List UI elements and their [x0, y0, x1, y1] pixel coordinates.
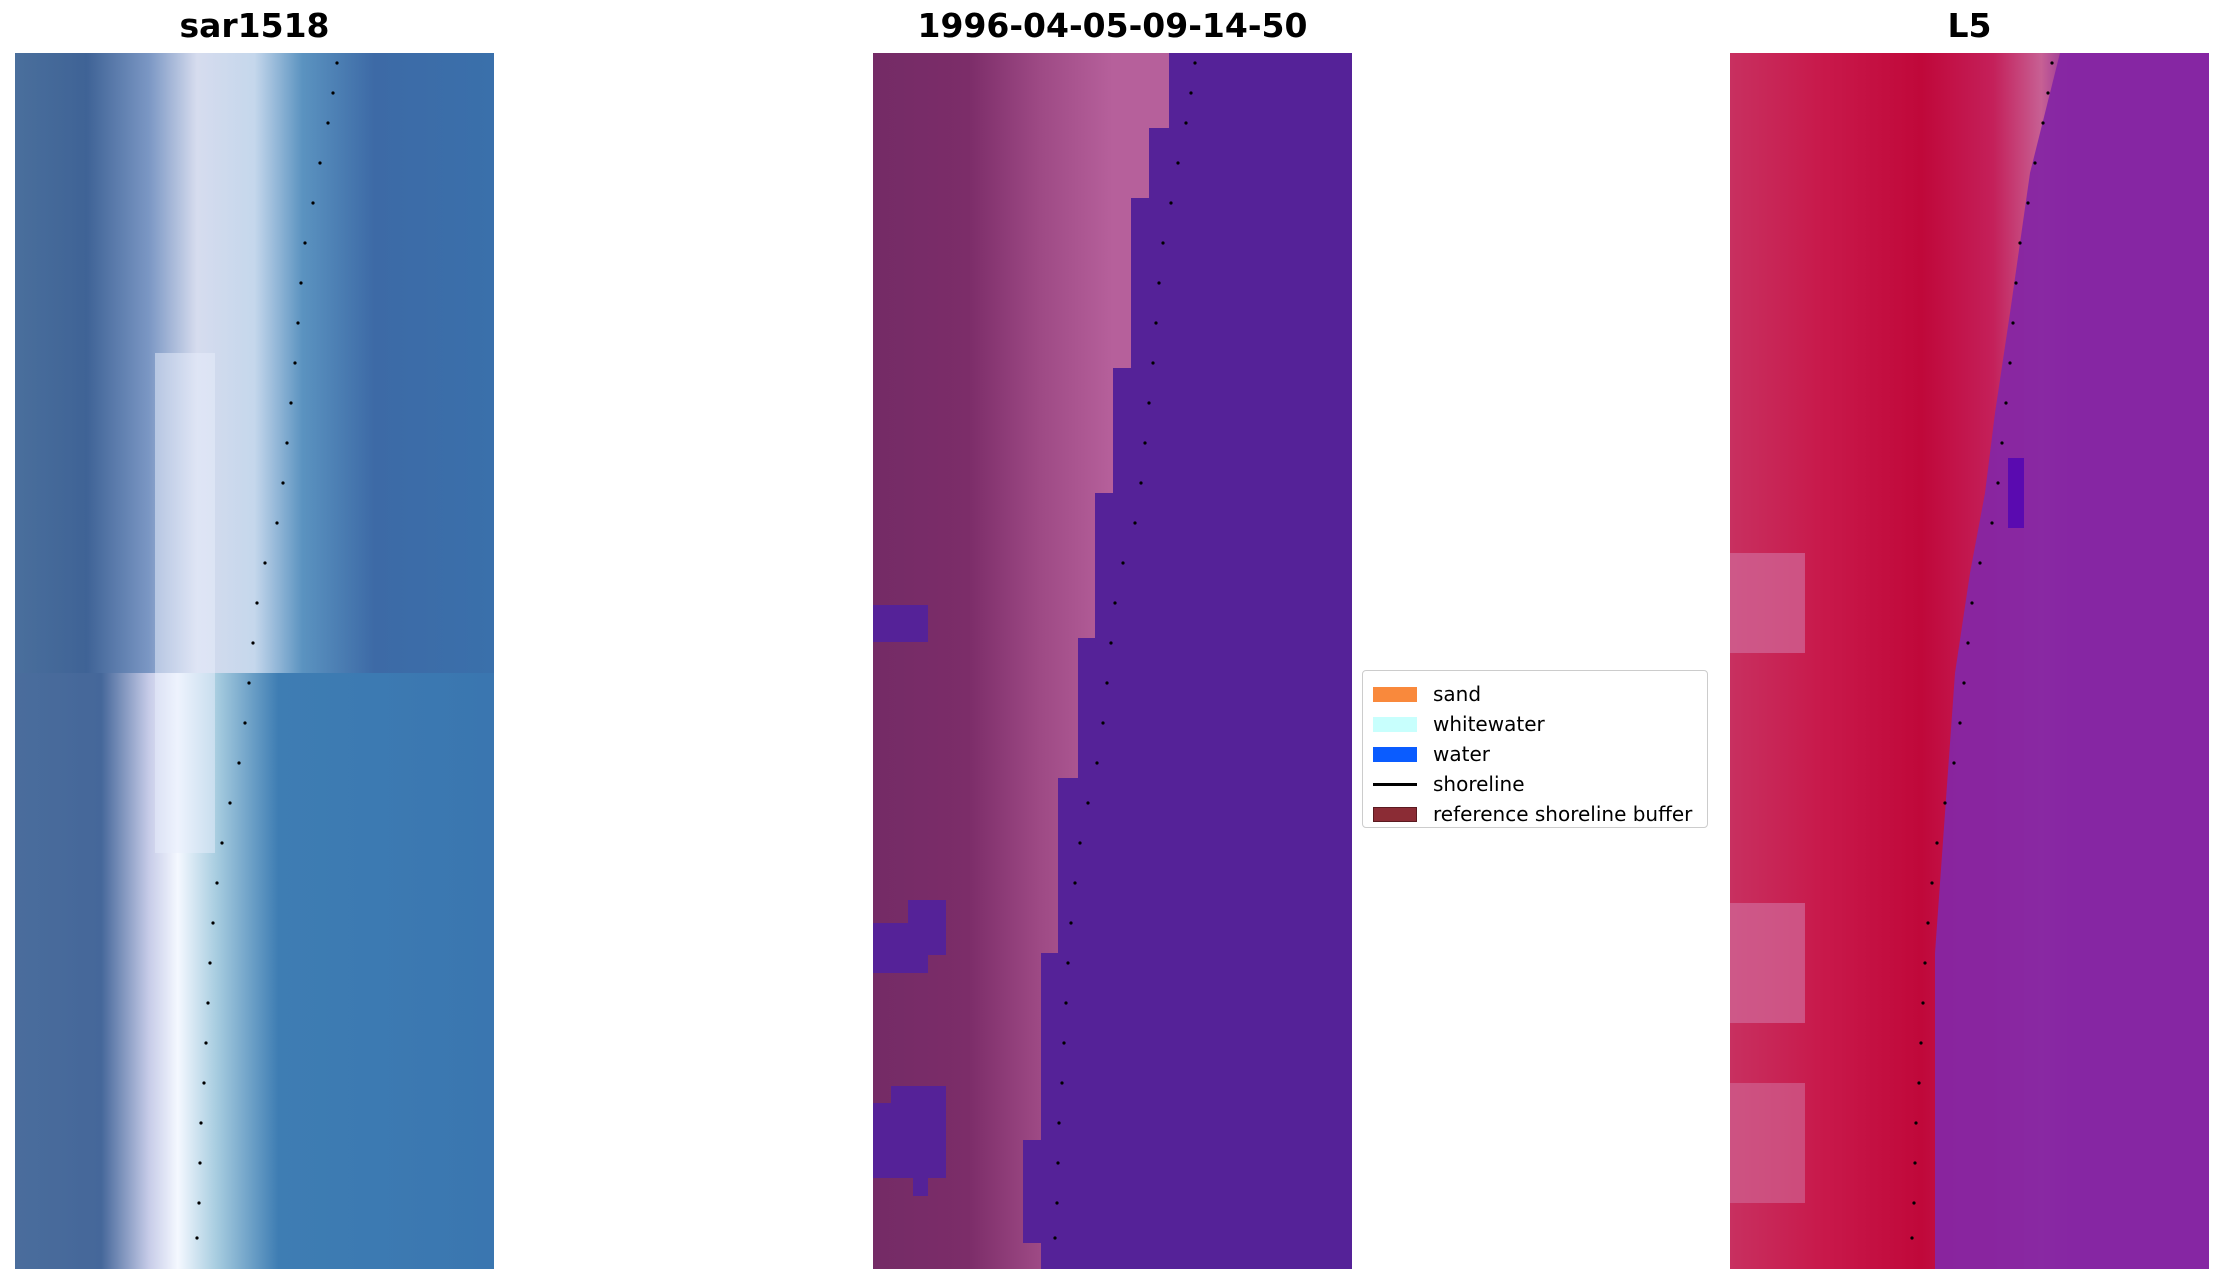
legend-label: water — [1433, 742, 1490, 766]
legend-item-shoreline: shoreline — [1373, 769, 1697, 799]
panel-title-index: L5 — [1947, 6, 1992, 45]
index-image — [1730, 53, 2209, 1269]
legend-item-sand: sand — [1373, 679, 1697, 709]
rgb-image — [15, 53, 494, 1269]
index-image-panel — [1730, 53, 2209, 1269]
shoreline-dots — [1053, 61, 1197, 1240]
classified-image-panel — [873, 53, 1352, 1269]
legend-label: whitewater — [1433, 712, 1545, 736]
panel-title-rgb: sar1518 — [179, 6, 330, 45]
legend-item-reference-buffer: reference shoreline buffer — [1373, 799, 1697, 829]
legend-item-water: water — [1373, 739, 1697, 769]
sand-swatch — [1373, 686, 1417, 702]
reference-buffer-swatch — [1373, 806, 1417, 822]
water-swatch — [1373, 746, 1417, 762]
rgb-image-panel — [15, 53, 494, 1269]
legend: sand whitewater water shoreline referenc… — [1362, 670, 1708, 828]
shoreline-line-swatch — [1373, 782, 1417, 786]
legend-label: reference shoreline buffer — [1433, 802, 1693, 826]
legend-label: sand — [1433, 682, 1482, 706]
whitewater-swatch — [1373, 716, 1417, 732]
legend-item-whitewater: whitewater — [1373, 709, 1697, 739]
shoreline-dots — [1910, 61, 2054, 1240]
panel-title-classified: 1996-04-05-09-14-50 — [917, 6, 1308, 45]
water-class-area — [1023, 53, 1352, 1269]
legend-label: shoreline — [1433, 772, 1525, 796]
shoreline-dots — [195, 61, 339, 1240]
classified-image — [873, 53, 1352, 1269]
